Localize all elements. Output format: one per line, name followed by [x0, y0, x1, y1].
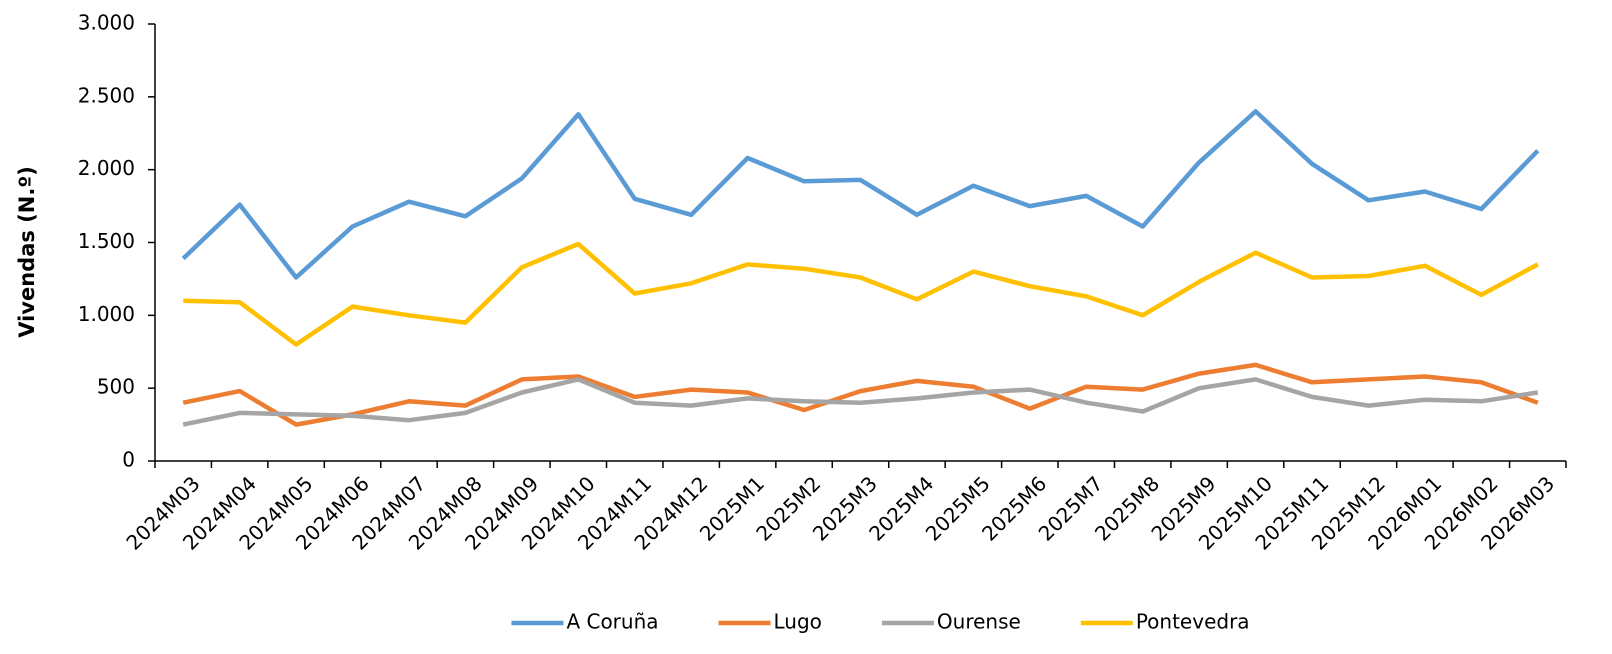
y-tick-label: 0 [122, 448, 135, 472]
series-line [182, 377, 1539, 427]
y-tick-label: 2.500 [78, 83, 135, 107]
y-tick-label: 3.000 [78, 11, 135, 35]
legend-label: A Coruña [566, 610, 658, 634]
y-axis-label: Vivendas (N.º) [15, 166, 39, 338]
legend-label: Pontevedra [1136, 610, 1250, 634]
y-tick-label: 500 [97, 375, 135, 399]
series-line [182, 362, 1539, 427]
legend-label: Lugo [774, 610, 822, 634]
y-tick-label: 1.500 [78, 229, 135, 253]
y-tick-label: 2.000 [78, 156, 135, 180]
y-tick-label: 1.000 [78, 302, 135, 326]
series-line [183, 241, 1539, 347]
series-line [181, 109, 1540, 280]
legend-label: Ourense [937, 610, 1021, 634]
